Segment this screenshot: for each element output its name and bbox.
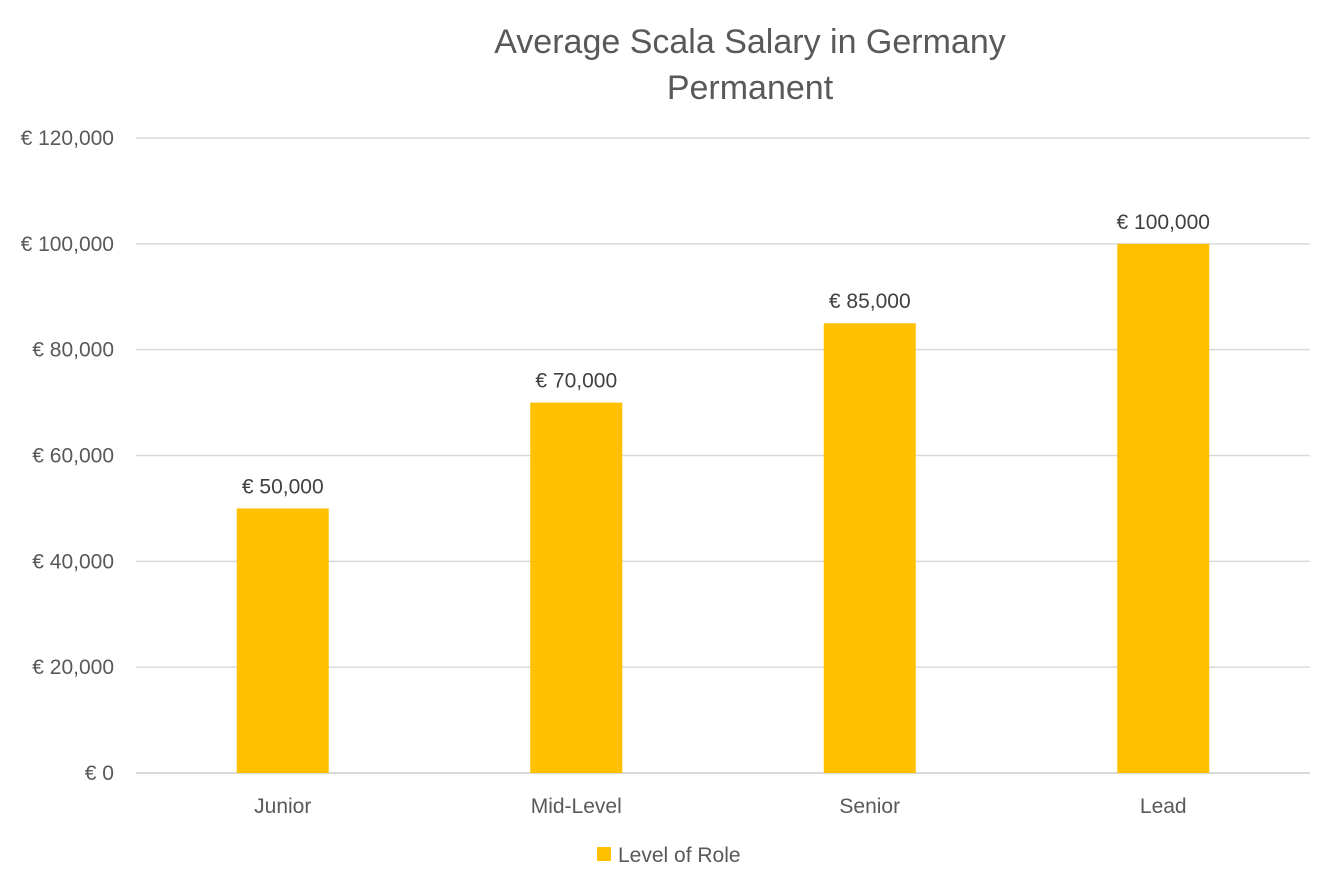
x-tick-label: Lead [1140,795,1187,818]
y-tick-label: € 100,000 [21,233,114,256]
y-tick-label: € 0 [85,762,114,785]
data-label: € 50,000 [242,475,324,498]
data-label: € 85,000 [829,290,911,313]
chart-title: Average Scala Salary in Germany [494,23,1006,61]
bar-senior [823,323,916,773]
y-tick-label: € 40,000 [32,550,114,573]
bar-junior [236,508,329,773]
data-labels: € 50,000 € 70,000 € 85,000 € 100,000 [242,211,1210,499]
y-tick-label: € 80,000 [32,339,114,362]
bars [236,243,1210,774]
y-axis-tick-labels: € 0 € 20,000 € 40,000 € 60,000 € 80,000 € 100… [21,127,114,785]
data-label: € 100,000 [1117,211,1210,234]
y-tick-label: € 120,000 [21,127,114,150]
chart-subtitle: Permanent [667,69,834,107]
legend[interactable]: Level of Role [597,844,741,867]
legend-label: Level of Role [618,844,741,867]
x-tick-label: Senior [839,795,900,818]
y-tick-label: € 60,000 [32,445,114,468]
x-axis-category-labels: Junior Mid-Level Senior Lead [254,795,1186,818]
data-label: € 70,000 [535,370,617,393]
bar-lead [1117,243,1210,774]
x-tick-label: Mid-Level [531,795,622,818]
legend-swatch [597,847,611,861]
bar-mid-level [530,402,623,773]
gridlines [136,137,1310,774]
x-tick-label: Junior [254,795,311,818]
y-tick-label: € 20,000 [32,656,114,679]
